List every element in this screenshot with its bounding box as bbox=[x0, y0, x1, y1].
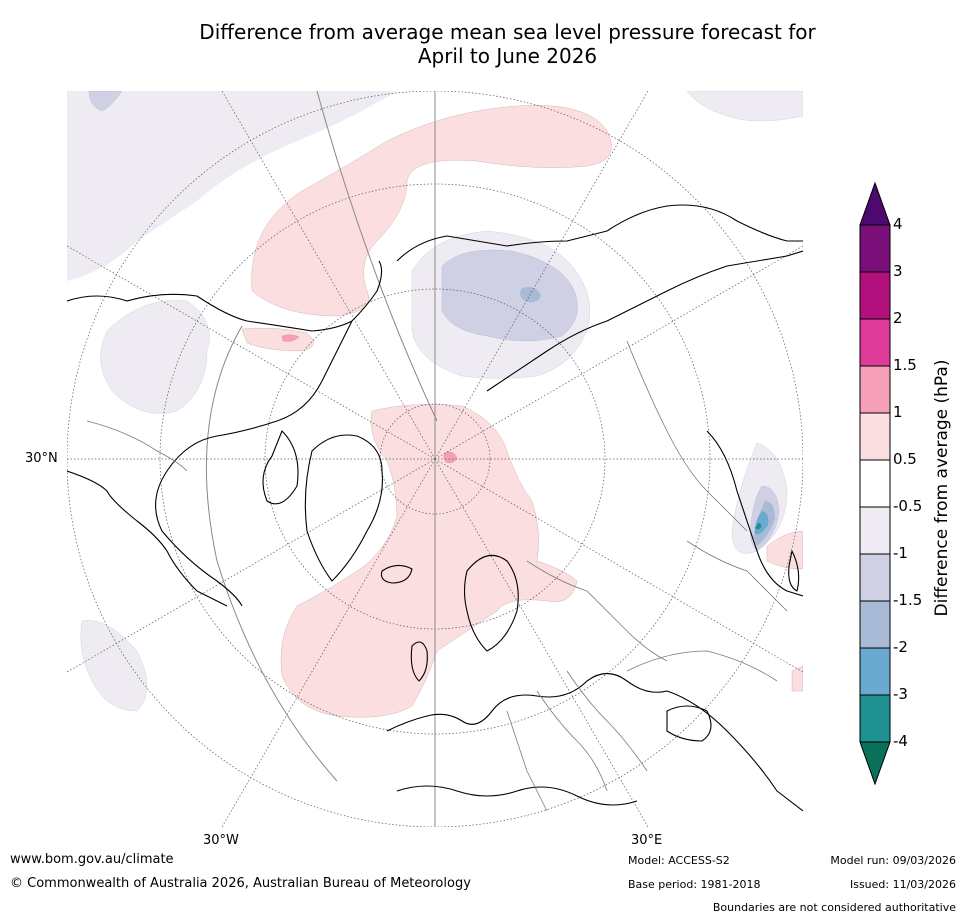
border-europe-west bbox=[506, 710, 548, 812]
colorbar-bin-5 bbox=[859, 412, 891, 461]
colorbar-bin-10 bbox=[859, 647, 891, 696]
colorbar-tick-label: -4 bbox=[893, 732, 908, 750]
colorbar-tick-label: 4 bbox=[893, 215, 903, 233]
footer-issued: Issued: 11/03/2026 bbox=[849, 878, 956, 891]
coast-hudson-bay bbox=[262, 430, 299, 505]
border-kazakhstan bbox=[626, 650, 778, 682]
colorbar-tick-label: 2 bbox=[893, 309, 903, 327]
coast-iceland bbox=[380, 564, 413, 584]
border-europe-central bbox=[536, 690, 608, 792]
coast-kamchatka bbox=[606, 204, 803, 242]
coast-japan bbox=[788, 550, 800, 592]
anomaly-extreme-negative-east-asia bbox=[755, 523, 762, 530]
anomaly-weak-positive-pacific bbox=[251, 105, 612, 317]
colorbar-tick-label: 0.5 bbox=[893, 450, 917, 468]
colorbar-bin-8 bbox=[859, 553, 891, 602]
colorbar-bin-6 bbox=[859, 459, 891, 508]
arctic-circle-arc bbox=[205, 325, 338, 782]
colorbar-tick-label: 3 bbox=[893, 262, 903, 280]
meridian-6 bbox=[434, 458, 803, 673]
latitude-label-30n: 30°N bbox=[25, 451, 58, 466]
meridian-5 bbox=[67, 458, 436, 673]
coast-scandinavia bbox=[463, 554, 519, 652]
footer-copyright: © Commonwealth of Australia 2026, Austra… bbox=[10, 876, 471, 891]
meridian-2 bbox=[434, 91, 649, 460]
anomaly-weak-negative-pacific-west bbox=[67, 91, 397, 281]
coastlines bbox=[67, 204, 803, 812]
coast-east-asia bbox=[706, 430, 803, 597]
footer-disclaimer: Boundaries are not considered authoritat… bbox=[712, 901, 956, 914]
colorbar-bin-2 bbox=[859, 271, 891, 320]
colorbar-bin-3 bbox=[859, 318, 891, 367]
anomaly-weak-positive-right-edge bbox=[791, 665, 803, 692]
colorbar-tick-label: 1.5 bbox=[893, 356, 917, 374]
meridian-7 bbox=[221, 458, 436, 827]
border-china-mongolia bbox=[686, 540, 788, 612]
longitude-label-30e: 30°E bbox=[631, 833, 663, 848]
coast-chukotka bbox=[396, 230, 608, 262]
longitude-label-30w: 30°W bbox=[203, 833, 239, 848]
coast-alaska bbox=[67, 260, 383, 332]
coast-siberia bbox=[486, 250, 803, 392]
colorbar bbox=[859, 181, 891, 786]
footer-base-period: Base period: 1981-2018 bbox=[628, 878, 761, 891]
coast-canada bbox=[155, 320, 353, 607]
anomaly-weak-positive-arctic-atlantic bbox=[280, 404, 578, 718]
colorbar-bin-9 bbox=[859, 600, 891, 649]
anomaly-moderate-positive-arctic bbox=[443, 451, 458, 464]
coast-europe bbox=[386, 672, 803, 812]
colorbar-bin-4 bbox=[859, 365, 891, 414]
coast-greenland bbox=[304, 434, 383, 582]
meridian-3 bbox=[67, 245, 436, 460]
border-us-canada bbox=[86, 420, 188, 472]
title-line-1: Difference from average mean sea level p… bbox=[199, 20, 816, 44]
north-east-reference-arc bbox=[316, 91, 438, 422]
anomaly-moderate-negative-siberia bbox=[441, 249, 578, 342]
colorbar-tick-label: -1.5 bbox=[893, 591, 923, 609]
border-finland-russia bbox=[526, 560, 668, 662]
anomaly-moderate-negative-top-left bbox=[88, 91, 123, 112]
colorbar-tick-label: -3 bbox=[893, 685, 908, 703]
pressure-anomaly-map bbox=[67, 91, 803, 827]
colorbar-bin-7 bbox=[859, 506, 891, 555]
footer-website: www.bom.gov.au/climate bbox=[10, 852, 174, 867]
solid-reference-lines bbox=[205, 91, 438, 827]
colorbar-title: Difference from average (hPa) bbox=[932, 359, 952, 617]
colorbar-bin-11 bbox=[859, 694, 891, 743]
colorbar-tick-label: -1 bbox=[893, 544, 908, 562]
colorbar-tick-label: -2 bbox=[893, 638, 908, 656]
chart-title: Difference from average mean sea level p… bbox=[100, 20, 915, 68]
anomaly-weak-negative-atlantic bbox=[80, 620, 148, 712]
colorbar-bin-0 bbox=[859, 181, 891, 226]
colorbar-tick-label: -0.5 bbox=[893, 497, 923, 515]
anomaly-weak-positive-alaska bbox=[241, 327, 314, 352]
meridian-1 bbox=[221, 91, 436, 460]
border-russia-central-asia bbox=[626, 340, 748, 532]
border-europe-east bbox=[566, 670, 648, 772]
meridian-8 bbox=[434, 458, 649, 827]
colorbar-bin-12 bbox=[859, 741, 891, 786]
colorbar-tick-label: 1 bbox=[893, 403, 903, 421]
meridian-4 bbox=[434, 245, 803, 460]
colorbar-bin-1 bbox=[859, 224, 891, 273]
country-borders bbox=[86, 340, 788, 812]
coast-caspian-region bbox=[666, 705, 712, 742]
footer-model: Model: ACCESS-S2 bbox=[628, 854, 730, 867]
coast-british-isles bbox=[410, 641, 428, 682]
anomaly-weak-negative-top-right bbox=[686, 91, 803, 122]
anomaly-weak-negative-north-america bbox=[100, 300, 210, 414]
anomaly-weak-positive-east-edge bbox=[766, 530, 803, 570]
anomaly-layer bbox=[67, 91, 803, 718]
title-line-2: April to June 2026 bbox=[417, 44, 598, 68]
anomaly-moderate-positive-alaska bbox=[281, 334, 300, 342]
footer-model-run: Model run: 09/03/2026 bbox=[830, 854, 956, 867]
coast-mediterranean bbox=[396, 785, 638, 806]
coast-north-america-east bbox=[67, 470, 228, 607]
